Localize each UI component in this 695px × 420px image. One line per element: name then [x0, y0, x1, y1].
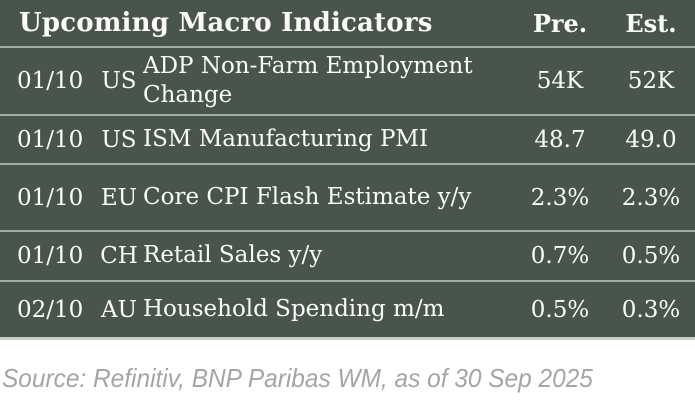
cell-estimate-value: 0.5% [621, 243, 681, 269]
table-title: Upcoming Macro Indicators [19, 8, 433, 38]
cell-indicator: Retail Sales y/y [143, 242, 323, 269]
table-row: 02/10 AU Household Spending m/m 0.5% 0.3… [0, 282, 695, 340]
cell-previous-value: 48.7 [534, 126, 586, 153]
table-row: 01/10 US ADP Non-Farm Employment Change … [0, 48, 695, 116]
macro-indicators-table: Upcoming Macro Indicators Pre. Est. 01/1… [0, 0, 695, 340]
table-header-row: Upcoming Macro Indicators Pre. Est. [0, 0, 695, 48]
cell-country: CH [100, 243, 138, 269]
cell-country: US [101, 68, 137, 94]
cell-estimate-value: 49.0 [625, 126, 677, 153]
cell-previous-value: 0.7% [530, 243, 590, 269]
table-row: 01/10 EU Core CPI Flash Estimate y/y 2.3… [0, 165, 695, 232]
cell-date: 01/10 [17, 68, 84, 94]
cell-indicator: Household Spending m/m [143, 295, 445, 322]
cell-estimate-value: 2.3% [621, 184, 681, 211]
cell-indicator: ADP Non-Farm Employment Change [143, 52, 473, 108]
cell-date: 01/10 [17, 243, 84, 269]
cell-indicator: Core CPI Flash Estimate y/y [143, 183, 472, 210]
cell-date: 02/10 [17, 296, 84, 323]
column-header-pre: Pre. [532, 8, 588, 38]
column-header-est: Est. [625, 8, 677, 38]
cell-country: EU [100, 184, 138, 211]
cell-previous-value: 54K [536, 68, 584, 94]
cell-estimate-value: 52K [627, 68, 675, 94]
cell-date: 01/10 [17, 184, 84, 211]
cell-previous-value: 2.3% [530, 184, 590, 211]
cell-country: US [101, 126, 137, 153]
table-row: 01/10 US ISM Manufacturing PMI 48.7 49.0 [0, 116, 695, 165]
cell-estimate-value: 0.3% [621, 296, 681, 323]
cell-date: 01/10 [17, 126, 84, 153]
table-row: 01/10 CH Retail Sales y/y 0.7% 0.5% [0, 232, 695, 282]
cell-country: AU [101, 296, 137, 323]
source-attribution: Source: Refinitiv, BNP Paribas WM, as of… [2, 363, 593, 393]
cell-previous-value: 0.5% [530, 296, 590, 323]
footer: Source: Refinitiv, BNP Paribas WM, as of… [0, 363, 695, 394]
cell-indicator: ISM Manufacturing PMI [143, 125, 429, 152]
